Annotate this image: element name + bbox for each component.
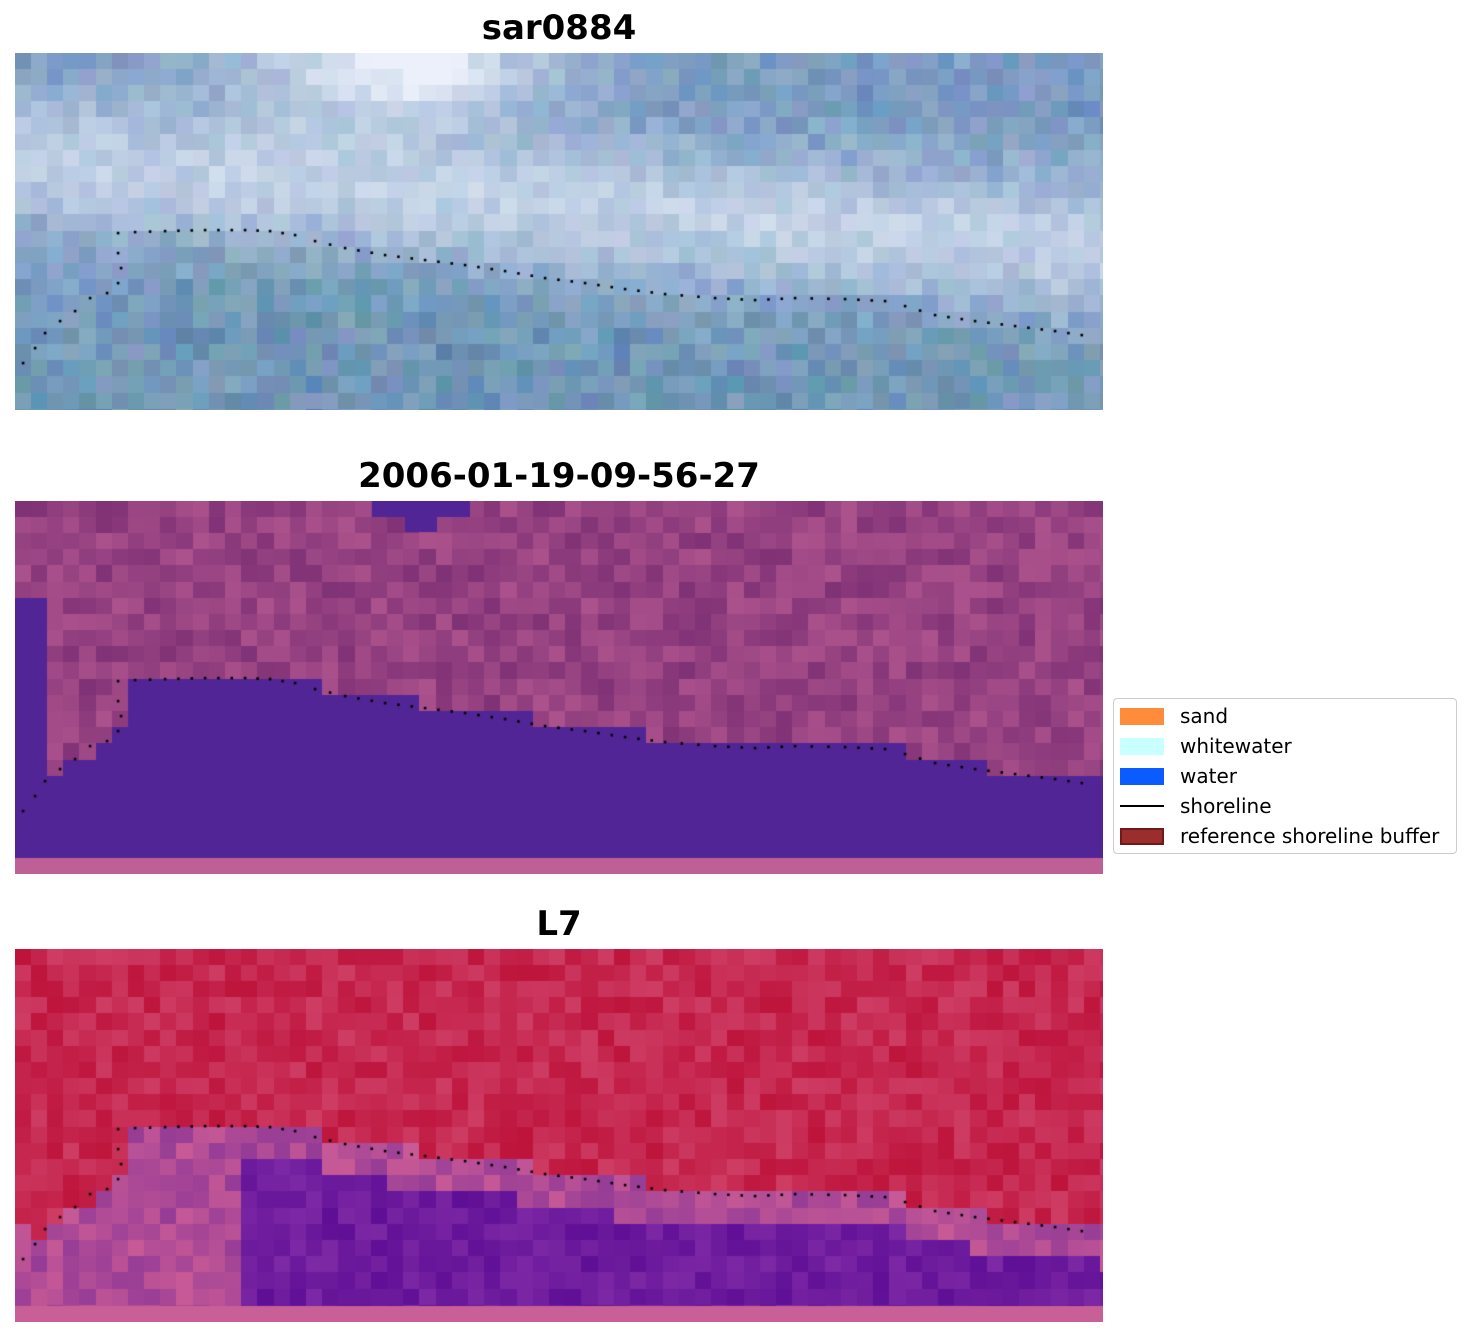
sar-rgb-image bbox=[15, 53, 1103, 410]
panel-title-1: sar0884 bbox=[481, 8, 637, 48]
shoreline-line-icon bbox=[1120, 805, 1164, 807]
legend-item-shoreline: shoreline bbox=[1120, 793, 1272, 819]
legend-label: water bbox=[1180, 764, 1237, 788]
legend-label: reference shoreline buffer bbox=[1180, 824, 1440, 848]
legend-label: whitewater bbox=[1180, 734, 1292, 758]
whitewater-swatch bbox=[1120, 737, 1164, 755]
legend-label: shoreline bbox=[1180, 794, 1272, 818]
sand-swatch bbox=[1120, 707, 1164, 725]
legend-label: sand bbox=[1180, 704, 1229, 728]
reference-buffer-swatch bbox=[1120, 827, 1164, 845]
legend: sand whitewater water shoreline referenc… bbox=[1113, 698, 1457, 854]
classified-image bbox=[15, 501, 1103, 874]
panel-title-2: 2006-01-19-09-56-27 bbox=[358, 456, 760, 496]
legend-item-reference-buffer: reference shoreline buffer bbox=[1120, 823, 1439, 849]
legend-item-water: water bbox=[1120, 763, 1237, 789]
legend-item-whitewater: whitewater bbox=[1120, 733, 1292, 759]
false-color-image bbox=[15, 949, 1103, 1322]
legend-item-sand: sand bbox=[1120, 703, 1228, 729]
water-swatch bbox=[1120, 767, 1164, 785]
panel-title-3: L7 bbox=[536, 904, 582, 944]
